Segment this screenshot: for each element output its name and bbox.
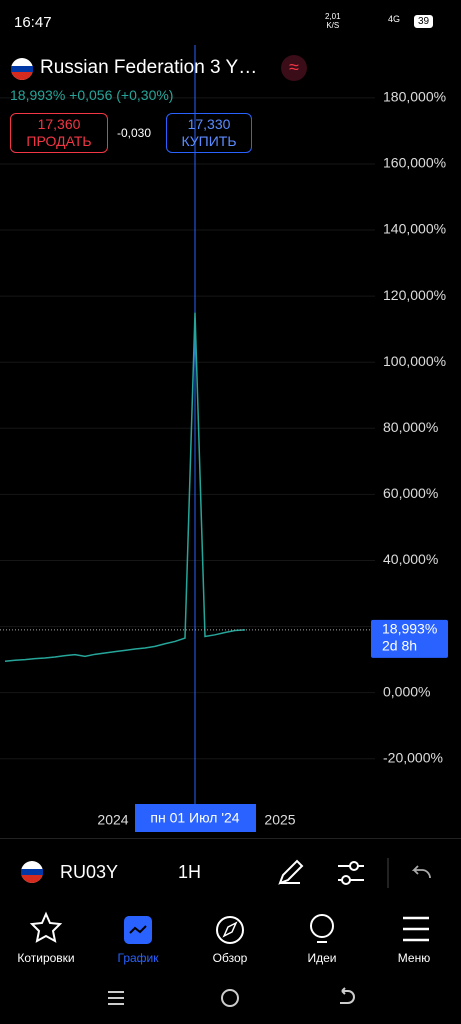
y-tick-label: 160,000%: [383, 155, 446, 171]
last-price-badge: [371, 619, 448, 658]
draw-icon[interactable]: [278, 859, 304, 885]
y-tick-label: 180,000%: [383, 89, 446, 105]
y-tick-label: 80,000%: [383, 419, 438, 435]
chart: ≈ 180,000% 160,000% 140,000% 120,000% 100,00…: [0, 45, 448, 832]
settings-icon: [341, 875, 351, 885]
icons: [21, 858, 431, 1007]
last-price-label: 18,993%: [382, 621, 437, 637]
nav-item[interactable]: Обзор: [212, 951, 248, 965]
nav-item[interactable]: Идеи: [307, 951, 337, 965]
nav-item[interactable]: График: [117, 951, 159, 965]
home-button[interactable]: [221, 989, 239, 1007]
overview-icon[interactable]: [216, 916, 244, 944]
sell-price: 17,360: [37, 116, 81, 132]
nav-item[interactable]: Котировки: [17, 951, 75, 965]
undo-icon[interactable]: [411, 865, 431, 879]
buy-button[interactable]: 17,330 КУПИТЬ: [166, 113, 252, 153]
quotes-icon[interactable]: [29, 911, 63, 943]
speed: 2,01: [325, 12, 341, 21]
y-tick-label: 100,000%: [383, 353, 446, 369]
nav-item[interactable]: Меню: [397, 951, 431, 965]
y-tick-label: 40,000%: [383, 551, 438, 567]
settings-icon: [349, 861, 359, 871]
price-line: [4, 312, 246, 663]
ideas-icon[interactable]: [310, 914, 334, 938]
compare-button[interactable]: [281, 55, 307, 81]
price: 18,993%: [10, 87, 66, 103]
sell-button[interactable]: 17,360 ПРОДАТЬ: [10, 113, 108, 153]
buy-label: КУПИТЬ: [181, 133, 237, 149]
overview-icon: [222, 921, 238, 938]
flag: [21, 869, 43, 875]
menu-icon[interactable]: [403, 916, 429, 942]
change: +0,056 (+0,30%): [69, 87, 174, 103]
network: 4G: [388, 14, 401, 24]
back-button[interactable]: [340, 987, 355, 1004]
chart-icon: [129, 925, 147, 934]
clock: 16:47: [14, 14, 52, 31]
y-tick-label: 120,000%: [383, 287, 446, 303]
toolbar: [0, 838, 461, 906]
recents-button[interactable]: [108, 991, 124, 1005]
battery: 39: [414, 15, 434, 28]
countdown: 2d 8h: [382, 638, 417, 654]
speed-unit: K/S: [326, 21, 340, 30]
spread: -0,030: [117, 126, 152, 140]
compare-icon: ≈: [289, 57, 299, 77]
symbol[interactable]: RU03Y: [60, 862, 119, 882]
interval[interactable]: 1H: [178, 862, 202, 882]
y-tick-label: 140,000%: [383, 221, 446, 237]
x-tick-label: 2025: [264, 812, 295, 828]
symbol-title[interactable]: Russian Federation 3 Y…: [40, 57, 258, 78]
price-line: 18,993% +0,056 (+0,30%): [10, 87, 173, 103]
sell-label: ПРОДАТЬ: [26, 133, 92, 149]
y-tick-label: -20,000%: [383, 749, 443, 765]
y-tick-label: 0,000%: [383, 683, 430, 699]
x-tick-label: 2024: [97, 812, 128, 828]
flag: [11, 66, 33, 72]
buy-price: 17,330: [187, 116, 231, 132]
net-speed: 2,01 K/S: [325, 12, 341, 30]
crosshair-label: пн 01 Июл '24: [150, 810, 239, 826]
crosshair-badge: [135, 804, 256, 832]
y-tick-label: 60,000%: [383, 485, 438, 501]
